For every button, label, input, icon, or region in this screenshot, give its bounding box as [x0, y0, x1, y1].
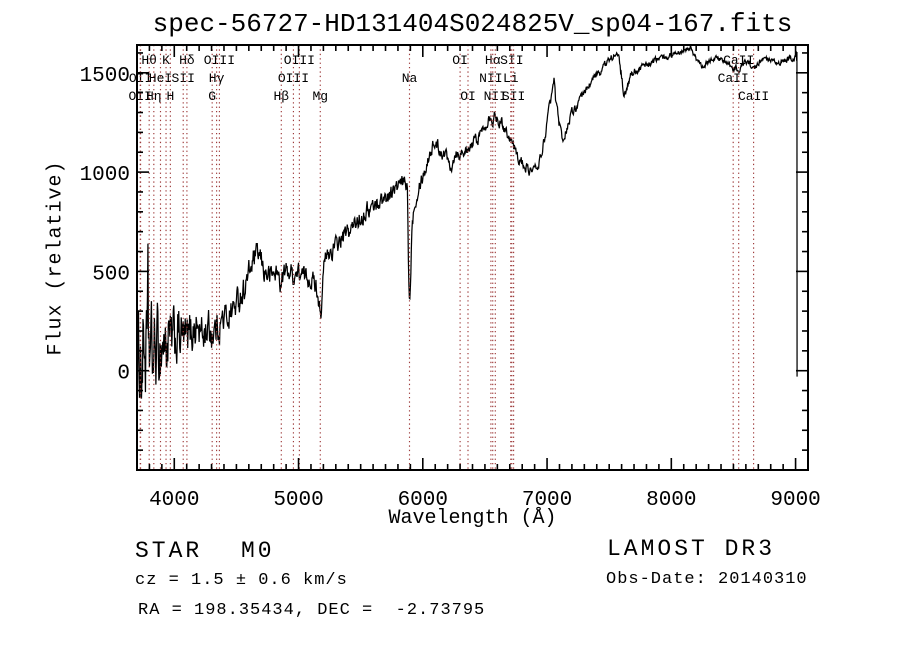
- spectral-line-label: OI: [460, 89, 476, 104]
- x-axis-label: Wavelength (Å): [388, 507, 557, 530]
- spectral-line-markers: [139, 45, 755, 470]
- spectral-line-label: Hγ: [209, 71, 225, 86]
- x-tick-label: 5000: [273, 489, 323, 512]
- x-tick-label: 7000: [522, 489, 572, 512]
- ra-dec-label: RA = 198.35434, DEC = -2.73795: [138, 601, 486, 620]
- spectral-line-label: HeI: [149, 71, 172, 86]
- spectral-line-label: NII: [484, 89, 507, 104]
- spectral-line-label: OII: [129, 71, 152, 86]
- spectral-line-label: Hθ: [141, 53, 157, 68]
- x-tick-label: 4000: [149, 489, 199, 512]
- spectral-line-label: H: [166, 89, 174, 104]
- spectral-line-labels: OIIOIIHθHηHeIKHSIIHδGHγOIIIHβOIIIOIIIMgN…: [129, 53, 770, 104]
- y-tick-label: 0: [117, 363, 130, 386]
- spectral-line-label: Hη: [146, 89, 162, 104]
- survey-label: LAMOST DR3: [607, 536, 776, 562]
- spectrum: [136, 45, 798, 403]
- x-tick-label: 8000: [646, 489, 696, 512]
- spectral-line-label: SII: [172, 71, 195, 86]
- y-tick-label: 1000: [80, 164, 130, 187]
- axes: 4000 5000 6000 7000 8000 9000 0 500 1000 1500: [80, 44, 821, 512]
- y-tick-label: 1500: [80, 65, 130, 88]
- spectral-line-label: SII: [502, 89, 525, 104]
- spectral-line-label: NII: [479, 71, 502, 86]
- spectral-line-label: OIII: [204, 53, 235, 68]
- spectrum-trace: [136, 45, 798, 403]
- spectral-line-label: Mg: [312, 89, 328, 104]
- subclass-label: M0: [241, 538, 275, 564]
- x-tick-label: 6000: [398, 489, 448, 512]
- spectral-line-label: G: [208, 89, 216, 104]
- spectral-line-label: OII: [129, 89, 152, 104]
- spectral-line-label: OI: [452, 53, 468, 68]
- y-axis-label: Flux (relative): [44, 160, 68, 356]
- object-type-label: STAR: [135, 538, 203, 564]
- y-tick-label: 500: [92, 263, 130, 286]
- spectral-line-label: Hα: [485, 53, 501, 68]
- spectral-line-label: Hδ: [179, 53, 195, 68]
- spectral-line-label: K: [162, 53, 170, 68]
- plot-box: [136, 44, 809, 471]
- spectral-line-label: Li: [503, 71, 519, 86]
- spectral-line-label: Hβ: [273, 89, 289, 104]
- spectral-line-label: OIII: [278, 71, 309, 86]
- obs-date-label: Obs-Date: 20140310: [606, 570, 808, 589]
- spectral-line-label: SII: [500, 53, 523, 68]
- spectral-line-label: CaII: [718, 71, 749, 86]
- spectral-line-label: Na: [402, 71, 418, 86]
- spectral-line-label: OIII: [284, 53, 315, 68]
- radial-velocity-label: cz = 1.5 ± 0.6 km/s: [135, 571, 348, 590]
- plot-title: spec-56727-HD131404S024825V_sp04-167.fit…: [152, 9, 793, 39]
- x-tick-label: 9000: [770, 489, 820, 512]
- spectral-line-label: CaII: [738, 89, 769, 104]
